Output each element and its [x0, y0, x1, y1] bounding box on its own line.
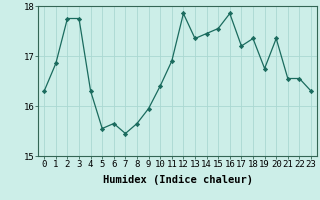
- X-axis label: Humidex (Indice chaleur): Humidex (Indice chaleur): [103, 175, 252, 185]
